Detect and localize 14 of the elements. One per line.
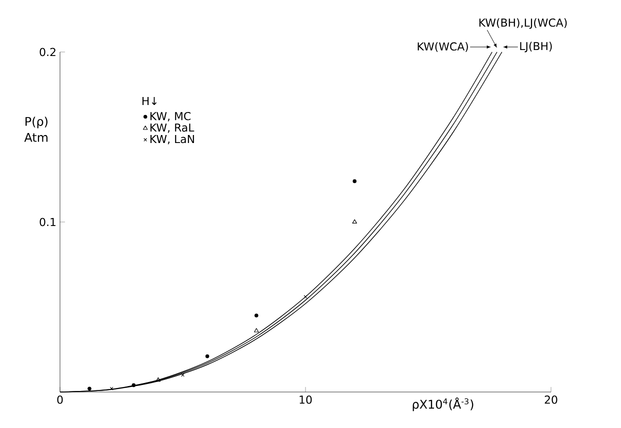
annotation: KW(WCA) — [418, 42, 468, 52]
y-tick-label: 0.2 — [40, 48, 56, 56]
x-axis-title: ρX10$^{4}$(Å$^{-3}$) — [412, 398, 474, 412]
legend-title: H↓ — [142, 96, 157, 105]
x-tick-label: 0 — [57, 396, 63, 404]
annotation: LJ(BH) — [520, 42, 552, 52]
legend-label: KW, LaN — [150, 135, 194, 144]
annotation: KW(BH),LJ(WCA) — [479, 18, 567, 29]
legend-label: KW, RaL — [150, 124, 194, 133]
legend-label: KW, MC — [150, 112, 191, 122]
y-axis-title: P(ρ) Atm — [24, 116, 48, 142]
x-tick-label: 20 — [544, 396, 558, 404]
x-tick-label: 10 — [300, 396, 312, 404]
y-tick-label: 0.1 — [40, 218, 56, 226]
